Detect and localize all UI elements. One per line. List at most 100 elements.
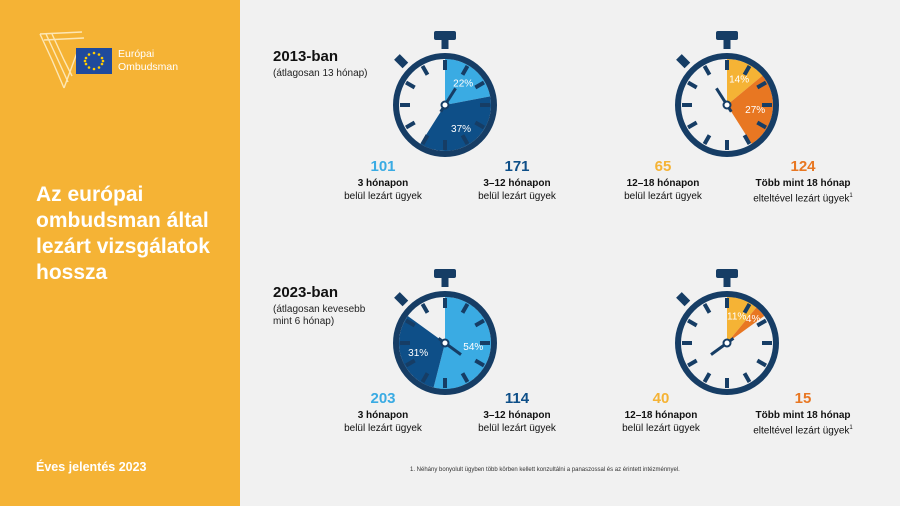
watch-tick — [742, 303, 752, 314]
pie-slice-label: 14% — [729, 75, 749, 86]
watch-tick — [702, 65, 712, 76]
watch-tick — [460, 303, 470, 314]
stat-value: 171 — [504, 158, 530, 175]
watch-tick — [420, 372, 430, 383]
side-button-icon — [394, 292, 409, 307]
crown-stem-icon — [441, 39, 449, 49]
stat-line1: 12–18 hónapon — [624, 410, 698, 421]
ombudsman-logo — [39, 31, 112, 89]
pie-slice-label: 22% — [453, 79, 473, 90]
stat-line1: 3 hónapon — [357, 410, 409, 421]
watch-tick — [702, 134, 712, 145]
logo-mark-icon — [39, 31, 85, 89]
stat-line2: belül lezárt ügyek — [478, 191, 556, 202]
pie-slice — [433, 297, 491, 389]
stat-value: 124 — [790, 158, 816, 175]
watch-tick — [474, 80, 485, 90]
crown-icon — [434, 269, 456, 278]
logo-line2: Ombudsman — [118, 61, 179, 73]
side-button-icon — [676, 292, 691, 307]
crown-stem-icon — [723, 39, 731, 49]
watch-tick — [420, 65, 430, 76]
watch-tick — [405, 358, 416, 368]
crown-icon — [716, 31, 738, 40]
watch-tick — [687, 80, 698, 90]
crown-stem-icon — [723, 277, 731, 287]
watch-ring — [393, 291, 497, 395]
stopwatch-2023-late: 11% 4% — [675, 269, 779, 395]
crown-stem-icon — [441, 277, 449, 287]
watch-tick — [460, 65, 470, 76]
watch-tick — [420, 303, 430, 314]
watch-tick — [687, 318, 698, 328]
watch-tick — [742, 65, 752, 76]
stat-line2: elteltével lezárt ügyek1 — [738, 190, 868, 205]
watch-tick — [474, 120, 485, 130]
stat-line2: belül lezárt ügyek — [344, 423, 422, 434]
year-subtitle-2023-line1: (átlagosan kevesebb — [273, 304, 366, 315]
logo-line1: Európai — [118, 48, 155, 60]
stat-line1: Több mint 18 hónap — [755, 178, 851, 189]
year-title-2023: 2023-ban — [273, 284, 339, 301]
report-label: Éves jelentés 2023 — [36, 460, 147, 474]
footnote-mark: 1 — [849, 425, 853, 431]
stat-2023-over18: 15 Több mint 18 hónap elteltével lezárt … — [738, 390, 868, 437]
year-title-2013: 2013-ban — [273, 48, 339, 65]
stat-line2: belül lezárt ügyek — [344, 191, 422, 202]
watch-tick — [742, 372, 752, 383]
stat-2013-over18: 124 Több mint 18 hónap elteltével lezárt… — [738, 158, 868, 205]
watch-tick — [756, 318, 767, 328]
pie-slice — [420, 96, 491, 151]
stat-value: 15 — [794, 390, 812, 407]
pie-slice-label: 11% — [727, 312, 746, 323]
eu-stars-icon — [83, 51, 105, 71]
pie-slice — [445, 59, 491, 105]
pie-slice-label: 31% — [408, 348, 428, 359]
stat-line2: elteltével lezárt ügyek1 — [738, 422, 868, 437]
watch-tick — [702, 372, 712, 383]
stat-2013-under3: 101 3 hónapon belül lezárt ügyek — [318, 158, 448, 203]
stat-line1: Több mint 18 hónap — [755, 410, 851, 421]
logo-text: Európai Ombudsman — [118, 48, 178, 74]
watch-tick — [474, 318, 485, 328]
watch-center — [440, 100, 450, 110]
footnote: 1. Néhány bonyolult ügyben több körben k… — [410, 467, 680, 473]
stat-value: 40 — [652, 390, 670, 407]
stat-line2: belül lezárt ügyek — [622, 423, 700, 434]
watch-tick — [420, 134, 430, 145]
crown-icon — [434, 31, 456, 40]
stopwatch-2023-early: 54% 31% — [393, 269, 497, 395]
watch-tick — [405, 80, 416, 90]
year-subtitle-2023: (átlagosan kevesebb mint 6 hónap) — [273, 304, 365, 328]
watch-tick — [405, 120, 416, 130]
pie-slice — [399, 315, 445, 388]
stat-2013-12to18: 65 12–18 hónapon belül lezárt ügyek — [598, 158, 728, 203]
watch-tick — [702, 303, 712, 314]
stat-line1: 3 hónapon — [357, 178, 409, 189]
watch-tick — [460, 372, 470, 383]
stopwatch-2013-late: 14% 27% — [675, 31, 779, 157]
stat-2013-3to12: 171 3–12 hónapon belül lezárt ügyek — [452, 158, 582, 203]
stat-line2-text: elteltével lezárt ügyek — [753, 425, 850, 437]
side-button-icon — [676, 54, 691, 69]
pie-slice-label: 27% — [745, 105, 765, 116]
stat-value: 101 — [370, 158, 396, 175]
pie-slice-label: 54% — [463, 342, 483, 353]
pie-slice — [727, 59, 763, 105]
watch-ring — [675, 53, 779, 157]
watch-tick — [460, 134, 470, 145]
sidebar: Európai Ombudsman Az európai ombudsman á… — [0, 0, 240, 506]
watch-tick — [742, 134, 752, 145]
stat-value: 114 — [504, 390, 530, 407]
watch-tick — [756, 80, 767, 90]
stat-value: 203 — [370, 390, 396, 407]
stat-line2: belül lezárt ügyek — [478, 423, 556, 434]
stat-2023-3to12: 114 3–12 hónapon belül lezárt ügyek — [452, 390, 582, 435]
stat-2023-under3: 203 3 hónapon belül lezárt ügyek — [318, 390, 448, 435]
watch-center — [440, 338, 450, 348]
year-subtitle-2023-line2: mint 6 hónap) — [273, 316, 335, 327]
watch-center — [722, 100, 732, 110]
watch-tick — [474, 358, 485, 368]
watch-tick — [405, 318, 416, 328]
pie-slice-label: 37% — [451, 124, 471, 135]
